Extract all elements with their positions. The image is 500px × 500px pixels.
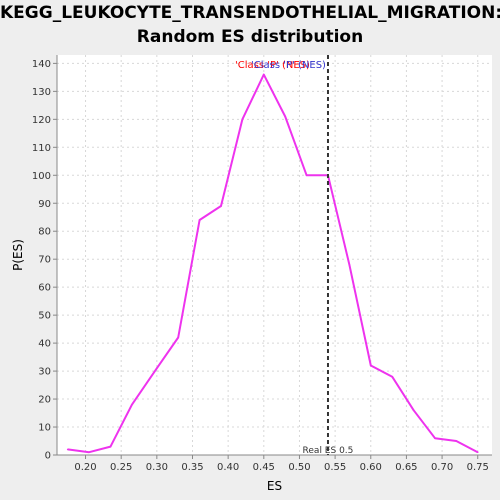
axes: 0.20 0.25 0.30 0.35 0.40 0.45 0.50 0.55 0.60 0.65… xyxy=(32,55,492,473)
y-tick-label: 130 xyxy=(32,87,51,98)
y-tick-label: 60 xyxy=(38,283,51,294)
data-point xyxy=(156,367,158,370)
data-point xyxy=(220,205,222,207)
data-point xyxy=(305,174,308,177)
data-point xyxy=(88,451,90,454)
y-tick-label: 10 xyxy=(38,423,51,434)
data-point xyxy=(263,73,265,76)
series-layer xyxy=(66,73,479,454)
y-tick-label: 20 xyxy=(38,395,51,406)
series-line xyxy=(67,73,479,454)
data-point xyxy=(348,263,351,266)
chart-title-line-2: Random ES distribution xyxy=(136,27,364,47)
legend-entry: 'Class 'P' (NES) xyxy=(235,60,310,71)
data-point xyxy=(369,364,372,367)
data-point xyxy=(66,448,69,451)
x-tick-label: 0.40 xyxy=(217,462,239,473)
plot-area xyxy=(57,55,492,455)
legend: 'Class 'P' (NES)'Class 'P' (NES) xyxy=(235,60,326,71)
y-tick-label: 70 xyxy=(38,255,51,266)
legend-entry: 'Class 'P' (NES) xyxy=(251,60,326,71)
y-tick-label: 110 xyxy=(32,143,51,154)
x-tick-label: 0.60 xyxy=(360,462,382,473)
y-tick-label: 120 xyxy=(32,115,51,126)
data-point xyxy=(131,403,133,406)
x-tick-label: 0.75 xyxy=(467,462,489,473)
data-point xyxy=(412,409,415,412)
y-tick-label: 90 xyxy=(38,199,51,210)
y-tick-label: 140 xyxy=(32,59,51,70)
x-tick-label: 0.30 xyxy=(146,462,168,473)
data-point xyxy=(241,118,244,121)
data-point xyxy=(177,336,180,339)
x-tick-label: 0.55 xyxy=(324,462,346,473)
data-point xyxy=(109,445,112,448)
y-tick-label: 100 xyxy=(32,171,51,182)
data-point xyxy=(198,219,201,221)
y-tick-label: 50 xyxy=(38,311,51,322)
data-point xyxy=(434,437,436,440)
x-tick-label: 0.20 xyxy=(74,462,96,473)
x-tick-label: 0.50 xyxy=(288,462,310,473)
real-es-marker: Real ES 0.5 xyxy=(303,55,354,456)
x-tick-label: 0.25 xyxy=(110,462,132,473)
x-axis-title: ES xyxy=(267,479,282,493)
x-tick-label: 0.70 xyxy=(431,462,453,473)
y-axis-title: P(ES) xyxy=(11,239,25,271)
grid xyxy=(57,55,492,456)
data-point xyxy=(391,375,393,378)
x-tick-label: 0.65 xyxy=(395,462,417,473)
x-tick-label: 0.45 xyxy=(253,462,275,473)
data-point xyxy=(284,115,286,118)
chart-title-line-1: KEGG_LEUKOCYTE_TRANSENDOTHELIAL_MIGRATIO… xyxy=(0,3,500,23)
data-point xyxy=(476,451,479,454)
y-tick-label: 80 xyxy=(38,227,51,238)
y-tick-label: 0 xyxy=(45,451,51,462)
x-tick-label: 0.35 xyxy=(181,462,203,473)
marker-label: Real ES 0.5 xyxy=(303,446,354,456)
data-point xyxy=(455,440,458,442)
y-tick-label: 30 xyxy=(38,367,51,378)
y-tick-label: 40 xyxy=(38,339,51,350)
